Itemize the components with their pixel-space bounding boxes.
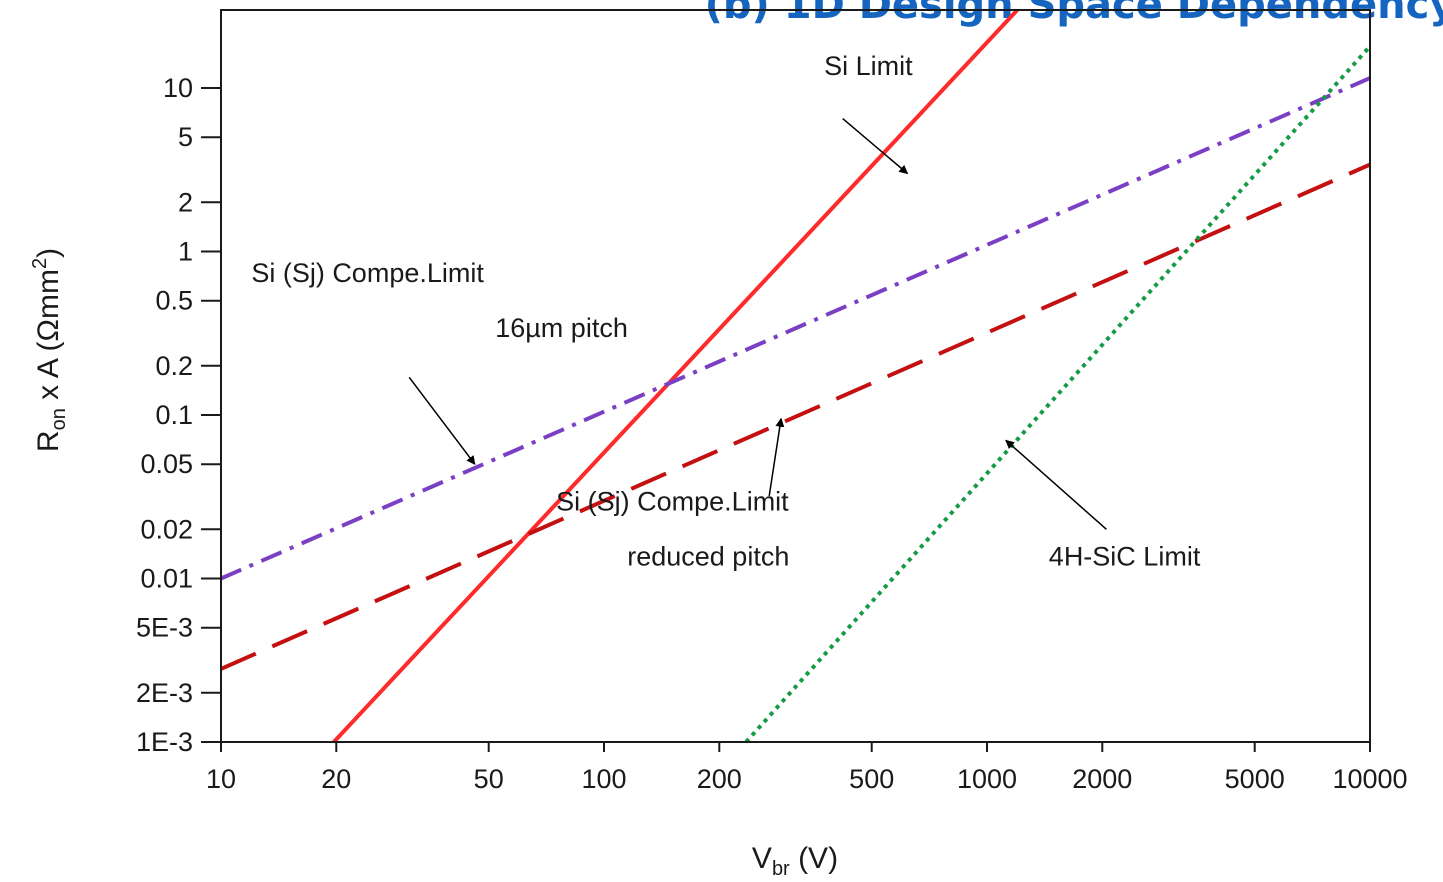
plot-frame	[220, 9, 1371, 743]
annotation-arrow	[842, 118, 909, 175]
axis-layer: 10 20 50 100 200 500 1000 2000 5000 10000 10 5 2 1 0.5…	[136, 73, 1408, 794]
x-tick-label: 5000	[1225, 764, 1285, 794]
annotation-arrow	[768, 417, 785, 497]
y-axis-title-post: )	[32, 248, 65, 258]
x-tick-label: 100	[581, 764, 626, 794]
y-tick-label: 0.5	[155, 286, 193, 316]
annotation-label: reduced pitch	[627, 542, 789, 572]
series-line-3	[744, 44, 1372, 744]
x-axis-title: Vbr (V)	[752, 842, 838, 880]
annotation-label: Si Limit	[824, 51, 913, 81]
annotation-arrow	[408, 376, 476, 465]
x-tick-label: 2000	[1072, 764, 1132, 794]
y-axis-title-sub: on	[48, 408, 70, 430]
x-tick-label: 10	[206, 764, 236, 794]
y-tick-label: 0.1	[155, 400, 193, 430]
x-tick-label: 500	[849, 764, 894, 794]
y-tick-label: 0.02	[140, 514, 193, 544]
series-line-0	[332, 8, 1019, 744]
x-tick-label: 200	[697, 764, 742, 794]
y-tick-label: 0.05	[140, 449, 193, 479]
annotation-label: 16µm pitch	[495, 313, 628, 343]
y-tick-label: 5E-3	[136, 613, 193, 643]
chart-title: (b) 1D Design Space Dependency	[705, 0, 1443, 28]
series-line-2	[220, 162, 1371, 671]
y-axis-title-pre: R	[32, 430, 65, 452]
x-tick-label: 10000	[1332, 764, 1407, 794]
annotation-label: Si (Sj) Compe.Limit	[251, 258, 484, 288]
y-tick-label: 1E-3	[136, 727, 193, 757]
y-axis-title: Ron x A (Ωmm2)	[29, 248, 70, 452]
annotation-layer: Si Limit Si (Sj) Compe.Limit 16µm pitch Si …	[251, 51, 1200, 571]
y-tick-label: 2	[178, 187, 193, 217]
x-axis-title-unit: (V)	[790, 842, 838, 875]
annotation-label: 4H-SiC Limit	[1049, 542, 1201, 572]
x-axis-title-main: V	[752, 842, 772, 875]
y-tick-label: 5	[178, 122, 193, 152]
y-tick-label: 2E-3	[136, 678, 193, 708]
y-tick-label: 10	[163, 73, 193, 103]
y-tick-label: 1	[178, 237, 193, 267]
x-tick-label: 1000	[957, 764, 1017, 794]
y-axis-title-mid: x A (Ωmm	[32, 269, 65, 408]
y-tick-label: 0.01	[140, 564, 193, 594]
x-tick-label: 50	[474, 764, 504, 794]
x-tick-label: 20	[321, 764, 351, 794]
series-layer	[220, 8, 1372, 744]
annotation-label: Si (Sj) Compe.Limit	[556, 487, 789, 517]
annotation-arrow	[1005, 439, 1107, 530]
series-line-1	[220, 76, 1371, 581]
y-axis-title-sup: 2	[29, 258, 51, 269]
y-tick-label: 0.2	[155, 351, 193, 381]
x-axis-title-sub: br	[772, 858, 790, 880]
